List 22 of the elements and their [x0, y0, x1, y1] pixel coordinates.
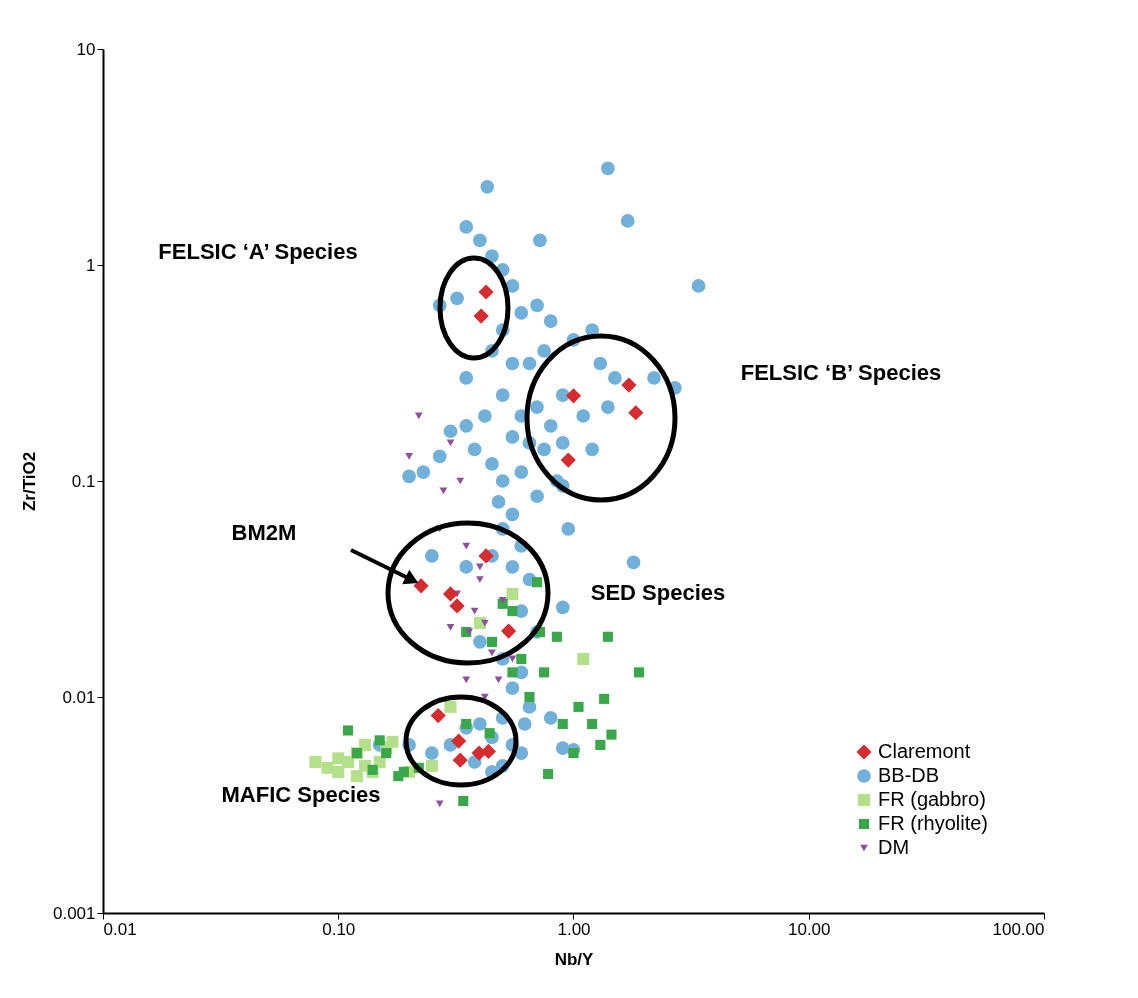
- annotation: BM2M: [231, 520, 297, 545]
- y-tick-label: 10: [76, 39, 96, 59]
- annotation: MAFIC Species: [221, 782, 381, 807]
- legend-label: BB-DB: [878, 764, 940, 786]
- legend-label: DM: [878, 836, 910, 858]
- x-tick-label: 100.00: [992, 919, 1045, 939]
- annotation: FELSIC ‘A’ Species: [158, 239, 358, 264]
- legend-label: Claremont: [878, 740, 971, 762]
- x-axis-title: Nb/Y: [554, 949, 595, 969]
- x-tick-label: 0.10: [322, 919, 356, 939]
- x-tick-label: 1.00: [557, 919, 591, 939]
- legend-label: FR (gabbro): [878, 788, 986, 810]
- annotation: FELSIC ‘B’ Species: [740, 360, 942, 385]
- y-tick-label: 0.01: [62, 687, 96, 707]
- legend-label: FR (rhyolite): [878, 812, 989, 834]
- y-tick-label: 1: [86, 255, 96, 275]
- x-tick-label: 10.00: [787, 919, 831, 939]
- y-tick-label: 0.001: [52, 903, 96, 923]
- y-axis-title: Zr/TiO2: [19, 451, 39, 512]
- annotation: SED Species: [590, 580, 726, 605]
- y-tick-label: 0.1: [71, 471, 96, 491]
- x-tick-label: 0.01: [103, 919, 137, 939]
